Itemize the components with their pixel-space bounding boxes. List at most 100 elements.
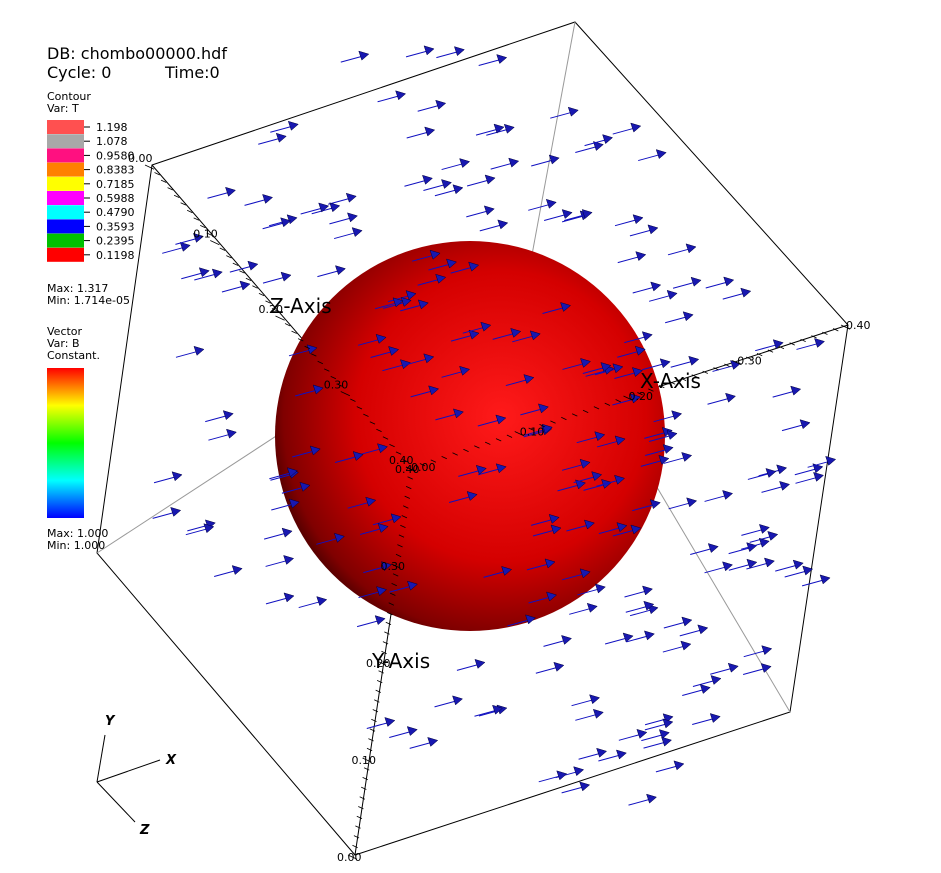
vector-head [480,321,492,332]
vector-head [523,374,535,384]
tick-mark [658,384,665,389]
tick-mark [389,443,395,448]
vector-head [287,120,299,131]
vector-arrow [347,501,370,509]
vector-arrow [655,765,679,773]
tick-mark [337,383,343,387]
vector-arrow [728,547,751,555]
vector-head [501,566,513,576]
vector-head [275,132,287,143]
vector-arrow [624,336,647,344]
vector-arrow [466,210,489,218]
tick-mark [252,285,258,289]
tick-mark [144,164,155,170]
vector-arrow [604,637,628,645]
vector-arrow [668,502,691,510]
vector-arrow [374,302,398,310]
vector-head [406,726,418,736]
vector-arrow [450,266,473,274]
legend-max: Max: 1.317 [47,282,108,295]
vector-arrow [772,390,795,398]
vector-arrow [626,635,649,643]
tick-mark [363,767,370,771]
vector-arrow [692,718,715,725]
tick-label: 0.40 [846,319,871,332]
vector-arrow [801,579,825,587]
vector-head [427,737,439,747]
vector-colorbar [47,368,84,518]
vector-head [630,524,642,535]
vector-arrow [221,285,245,293]
vector-arrow [270,125,293,133]
vector-head [345,192,357,203]
db-name: DB: chombo00000.hdf [47,44,227,63]
vector-arrow [456,663,480,671]
vector-head [400,297,412,307]
tick-mark [392,573,399,577]
vector-head [459,365,471,376]
vector-head [812,463,824,474]
vector-head [495,463,507,474]
vector-head [365,496,377,507]
vector-arrow [505,379,528,387]
vector-arrow [644,723,667,731]
vector-head [171,471,183,482]
vector-head [592,708,604,719]
vector-arrow [532,529,556,537]
vector-head [646,793,658,804]
vector-arrow [410,390,433,398]
vector-arrow [632,286,655,294]
vector-head [772,339,784,350]
tick-mark [506,434,513,438]
vector-arrow [741,528,764,536]
tick-mark [669,381,676,385]
vector-head [579,458,591,469]
tick-mark [637,392,643,396]
tick-mark [778,345,785,350]
contour-sphere [275,241,665,631]
vector-arrow [434,700,457,708]
tick-mark [840,324,851,330]
vector-head [453,408,464,419]
vector-arrow [582,367,605,374]
tick-mark [206,232,213,236]
vector-arrow [543,639,566,647]
vector-head [435,99,447,110]
vector-arrow [761,485,784,493]
vector-arrow [265,559,288,567]
vector-arrow [562,362,585,370]
vector-head [286,467,298,478]
vector-head [170,506,182,517]
vector-arrow [784,570,807,578]
vector-head [453,46,465,57]
tick-mark [160,179,167,183]
vector-head [688,355,700,366]
vector-head [280,271,292,282]
tick-mark [745,356,752,360]
vector-arrow [479,224,502,232]
vector-arrow [614,219,638,227]
vector-arrow [466,179,490,187]
tick-mark [811,335,817,339]
vector-head [333,532,345,543]
tick-mark [200,225,206,229]
vector-arrow [578,752,601,760]
vector-head [247,260,259,271]
tick-label: 0.30 [381,560,406,573]
vector-arrow [629,229,653,237]
legend-swatch [47,162,84,177]
tick-mark [369,421,376,425]
legend-label: 0.2395 [96,235,135,248]
vector-head [767,531,779,541]
vector-head [468,261,480,272]
vector-arrow [434,189,458,197]
vector-arrow [743,667,766,675]
vector-arrow [642,363,665,371]
vector-arrow [530,518,554,526]
vector-arrow [208,433,231,441]
vector-arrow [628,798,651,806]
vector-head [388,346,400,356]
vector-head [496,54,508,64]
vector-arrow [672,281,696,289]
vector-arrow [300,207,323,215]
